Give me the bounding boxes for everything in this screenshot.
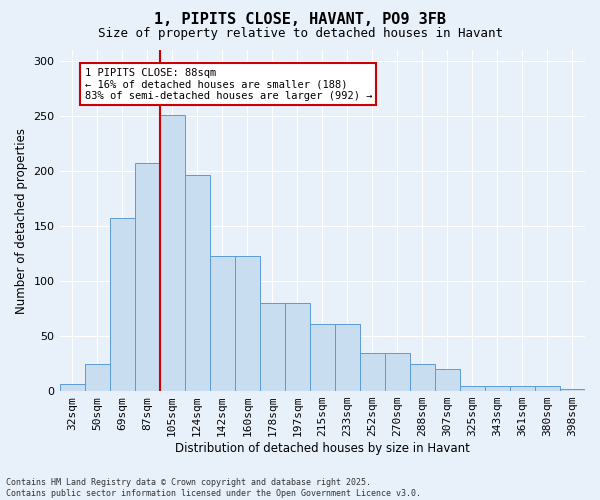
Bar [385,352,410,391]
Bar [285,303,310,391]
Bar [560,389,585,391]
Text: Size of property relative to detached houses in Havant: Size of property relative to detached ho… [97,28,503,40]
Bar [110,218,134,391]
Bar [59,384,85,391]
Bar [360,352,385,391]
Text: 1, PIPITS CLOSE, HAVANT, PO9 3FB: 1, PIPITS CLOSE, HAVANT, PO9 3FB [154,12,446,28]
Text: Contains HM Land Registry data © Crown copyright and database right 2025.
Contai: Contains HM Land Registry data © Crown c… [6,478,421,498]
Bar [85,364,110,391]
Bar [535,386,560,391]
Bar [460,386,485,391]
Bar [209,256,235,391]
Bar [310,324,335,391]
Bar [185,176,209,391]
Text: 1 PIPITS CLOSE: 88sqm
← 16% of detached houses are smaller (188)
83% of semi-det: 1 PIPITS CLOSE: 88sqm ← 16% of detached … [85,68,372,101]
X-axis label: Distribution of detached houses by size in Havant: Distribution of detached houses by size … [175,442,470,455]
Bar [160,115,185,391]
Bar [235,256,260,391]
Bar [485,386,510,391]
Bar [510,386,535,391]
Bar [335,324,360,391]
Y-axis label: Number of detached properties: Number of detached properties [15,128,28,314]
Bar [410,364,435,391]
Bar [260,303,285,391]
Bar [134,164,160,391]
Bar [435,369,460,391]
